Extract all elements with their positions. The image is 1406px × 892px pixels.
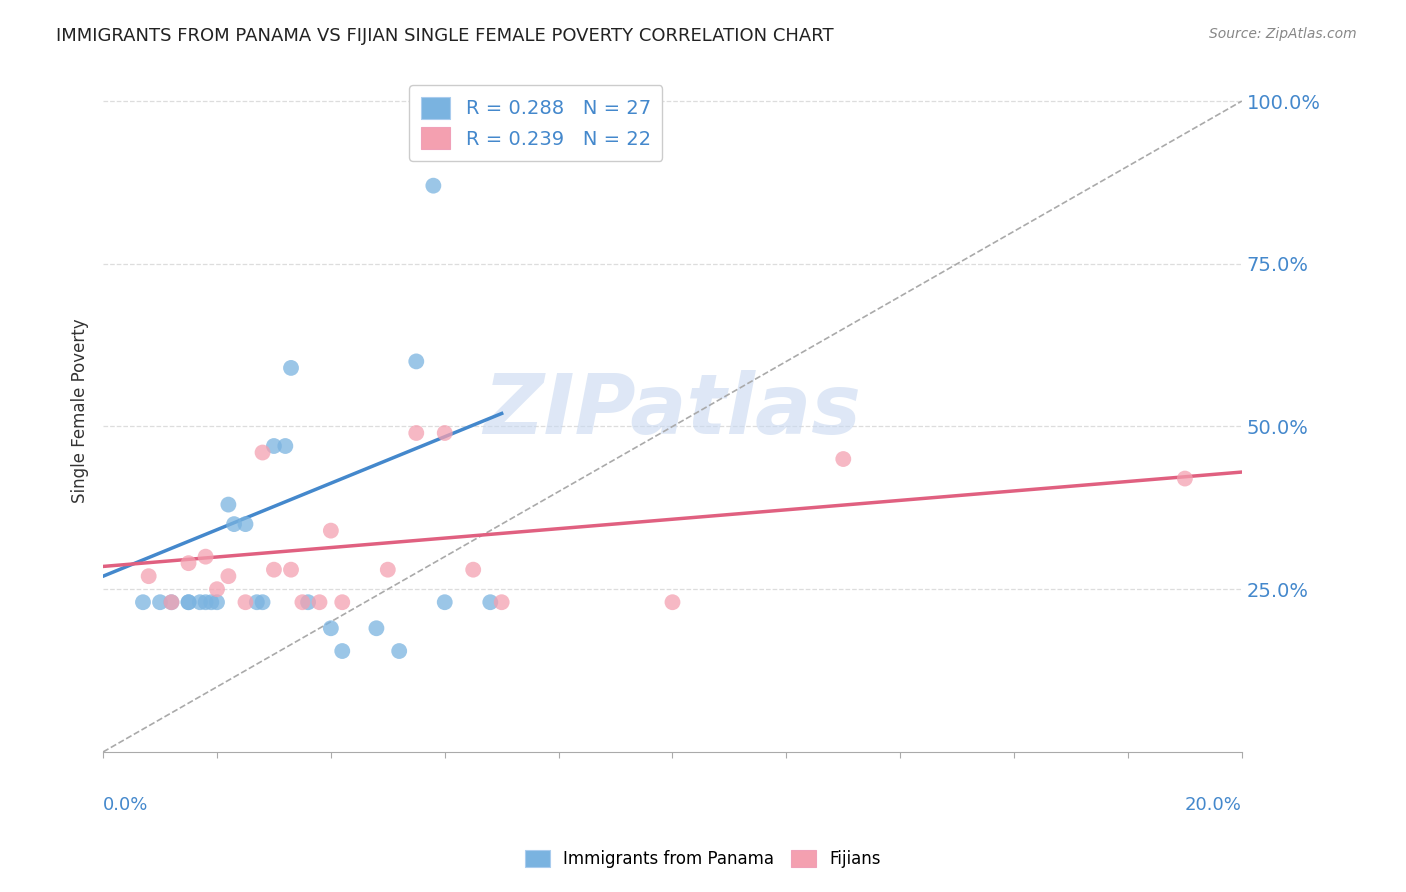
Point [319, 524, 342, 538]
Point [297, 595, 319, 609]
Point [388, 644, 411, 658]
Point [149, 595, 172, 609]
Point [177, 595, 200, 609]
Point [422, 178, 444, 193]
Legend: Immigrants from Panama, Fijians: Immigrants from Panama, Fijians [519, 843, 887, 875]
Point [433, 595, 456, 609]
Point [366, 621, 388, 635]
Text: 20.0%: 20.0% [1185, 797, 1241, 814]
Point [280, 360, 302, 375]
Point [463, 120, 485, 134]
Text: ZIPatlas: ZIPatlas [484, 369, 862, 450]
Point [263, 563, 285, 577]
Point [1174, 471, 1197, 485]
Point [222, 517, 245, 532]
Point [194, 549, 217, 564]
Point [160, 595, 183, 609]
Point [330, 644, 353, 658]
Point [433, 425, 456, 440]
Point [246, 595, 269, 609]
Point [832, 452, 855, 467]
Point [291, 595, 314, 609]
Point [463, 563, 485, 577]
Point [661, 595, 683, 609]
Point [263, 439, 285, 453]
Point [252, 595, 274, 609]
Point [194, 595, 217, 609]
Point [160, 595, 183, 609]
Point [491, 595, 513, 609]
Point [177, 556, 200, 570]
Text: Source: ZipAtlas.com: Source: ZipAtlas.com [1209, 27, 1357, 41]
Legend: R = 0.288   N = 27, R = 0.239   N = 22: R = 0.288 N = 27, R = 0.239 N = 22 [409, 85, 662, 161]
Point [200, 595, 222, 609]
Point [205, 582, 228, 597]
Point [205, 595, 228, 609]
Point [405, 425, 427, 440]
Point [405, 354, 427, 368]
Point [330, 595, 353, 609]
Point [132, 595, 155, 609]
Point [280, 563, 302, 577]
Point [138, 569, 160, 583]
Point [217, 498, 239, 512]
Point [177, 595, 200, 609]
Point [188, 595, 211, 609]
Y-axis label: Single Female Poverty: Single Female Poverty [72, 318, 89, 502]
Point [308, 595, 330, 609]
Point [235, 517, 257, 532]
Point [377, 563, 399, 577]
Point [217, 569, 239, 583]
Point [319, 621, 342, 635]
Point [274, 439, 297, 453]
Point [252, 445, 274, 459]
Text: 0.0%: 0.0% [103, 797, 149, 814]
Text: IMMIGRANTS FROM PANAMA VS FIJIAN SINGLE FEMALE POVERTY CORRELATION CHART: IMMIGRANTS FROM PANAMA VS FIJIAN SINGLE … [56, 27, 834, 45]
Point [479, 595, 502, 609]
Point [235, 595, 257, 609]
